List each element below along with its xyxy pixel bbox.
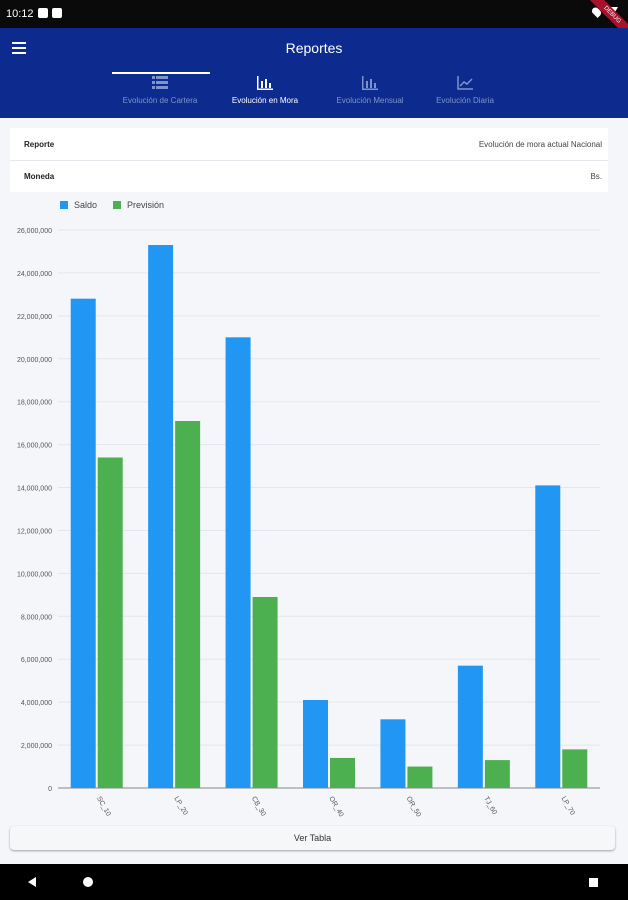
divider xyxy=(10,160,608,161)
tab-label: Evolución de Cartera xyxy=(122,96,198,105)
app-bar: Reportes Evolución de Cartera Evolución … xyxy=(0,28,628,118)
y-tick-label: 8,000,000 xyxy=(21,614,52,621)
tab-label: Evolución Mensual xyxy=(336,96,404,105)
y-tick-label: 12,000,000 xyxy=(17,528,52,535)
x-tick-label: LP_20 xyxy=(172,796,188,817)
tab-bar: Evolución de Cartera Evolución en Mora E… xyxy=(110,72,520,118)
bar-saldo xyxy=(380,719,406,788)
y-tick-label: 16,000,000 xyxy=(17,443,52,450)
bar-saldo xyxy=(303,700,328,788)
legend-label: Previsión xyxy=(127,200,165,210)
bar-previsin xyxy=(562,749,588,788)
ver-tabla-button[interactable]: Ver Tabla xyxy=(10,826,615,850)
line-chart-icon xyxy=(415,76,515,92)
system-nav-bar xyxy=(0,864,628,900)
bar-saldo xyxy=(148,245,174,788)
x-tick-label: CB_30 xyxy=(250,796,267,818)
y-tick-label: 14,000,000 xyxy=(17,486,52,493)
x-tick-label: SC_10 xyxy=(95,796,112,818)
tab-label: Evolución en Mora xyxy=(231,96,299,105)
y-tick-label: 18,000,000 xyxy=(17,400,52,407)
recents-icon[interactable] xyxy=(589,878,598,887)
reporte-value: Evolución de mora actual Nacional xyxy=(478,140,602,149)
back-icon[interactable] xyxy=(28,877,36,887)
y-tick-label: 2,000,000 xyxy=(21,743,52,750)
tab-evolucion-mora[interactable]: Evolución en Mora xyxy=(215,72,315,118)
legend-item-saldo: Saldo xyxy=(60,200,97,210)
y-tick-label: 20,000,000 xyxy=(17,357,52,364)
legend-swatch xyxy=(113,201,122,209)
bar-saldo xyxy=(225,337,251,788)
bar-previsin xyxy=(484,760,510,788)
y-tick-label: 0 xyxy=(48,786,52,793)
bar-chart-icon xyxy=(320,76,420,92)
legend-swatch xyxy=(60,201,68,209)
y-tick-label: 4,000,000 xyxy=(21,700,52,707)
bar-previsin xyxy=(252,596,278,788)
tab-indicator xyxy=(112,72,210,74)
bar-chart: 0 2,000,000 4,000,000 6,000,000 8,000,000 10,… xyxy=(17,228,600,819)
home-icon[interactable] xyxy=(83,877,93,887)
legend-item-prevision: Previsión xyxy=(113,200,164,210)
status-bar: 10:12 DEBUG xyxy=(0,0,628,40)
y-tick-label: 26,000,000 xyxy=(17,228,52,235)
x-tick-label: TJ_60 xyxy=(482,796,498,816)
moneda-value: Bs. xyxy=(590,172,602,181)
status-icons-left xyxy=(38,8,62,18)
bar-previsin xyxy=(330,757,355,788)
moneda-row: Moneda Bs. xyxy=(10,160,608,192)
y-tick-label: 6,000,000 xyxy=(21,657,52,664)
report-info-card: Reporte Evolución de mora actual Naciona… xyxy=(10,128,608,192)
y-tick-label: 22,000,000 xyxy=(17,314,52,321)
status-time: 10:12 xyxy=(6,8,34,20)
bar-saldo xyxy=(535,485,561,788)
bar-chart-icon xyxy=(215,76,315,92)
page-title: Reportes xyxy=(285,40,343,56)
menu-icon[interactable] xyxy=(12,42,26,54)
moneda-label: Moneda xyxy=(24,172,55,181)
y-tick-label: 10,000,000 xyxy=(17,571,52,578)
bar-saldo xyxy=(457,665,483,788)
legend-label: Saldo xyxy=(74,200,98,210)
tab-evolucion-mensual[interactable]: Evolución Mensual xyxy=(320,72,420,118)
list-icon xyxy=(110,76,210,92)
bar-saldo xyxy=(70,298,96,788)
reporte-label: Reporte xyxy=(24,140,55,149)
x-tick-label: OR_40 xyxy=(327,796,344,819)
chart-legend: Saldo Previsión xyxy=(60,200,164,210)
y-tick-label: 24,000,000 xyxy=(17,271,52,278)
reporte-row: Reporte Evolución de mora actual Naciona… xyxy=(10,128,608,160)
x-tick-label: LP_70 xyxy=(560,796,576,817)
tab-label: Evolución Diaria xyxy=(436,96,494,105)
x-tick-label: OR_50 xyxy=(405,796,422,819)
content-area: Reporte Evolución de mora actual Naciona… xyxy=(0,118,628,864)
sd-card-icon xyxy=(52,8,62,18)
bar-previsin xyxy=(97,457,123,788)
tab-evolucion-diaria[interactable]: Evolución Diaria xyxy=(415,72,515,118)
bar-previsin xyxy=(407,766,433,788)
bar-previsin xyxy=(175,421,201,788)
tab-evolucion-cartera[interactable]: Evolución de Cartera xyxy=(110,72,210,118)
notification-icon xyxy=(38,8,48,18)
